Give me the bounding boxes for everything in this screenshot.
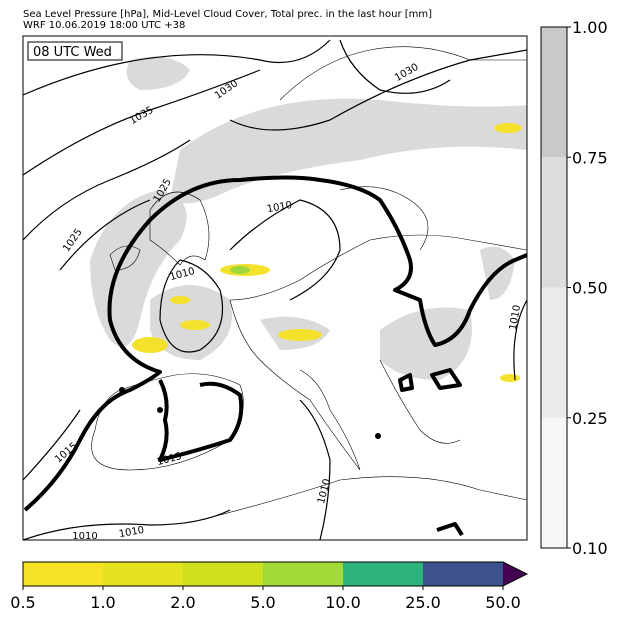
colorbar-tick-label: 0.10 bbox=[572, 539, 608, 558]
thick-isobar bbox=[23, 175, 527, 537]
precip-colorbar: 0.5 1.0 2.0 5.0 10.0 25.0 50.0 bbox=[10, 561, 529, 612]
colorbar-tick-label: 0.5 bbox=[10, 593, 35, 612]
colorbar-tick-label: 50.0 bbox=[485, 593, 521, 612]
islands bbox=[119, 387, 381, 439]
colorbar-segment bbox=[183, 562, 264, 586]
time-label: 08 UTC Wed bbox=[33, 45, 112, 60]
precipitation bbox=[132, 123, 522, 382]
isobars bbox=[23, 39, 527, 540]
colorbar-frame bbox=[22, 561, 529, 587]
isobar-label: 1010 bbox=[508, 304, 523, 331]
isobar-label: 1010 bbox=[118, 525, 145, 540]
colorbar-tick-label: 5.0 bbox=[250, 593, 275, 612]
colorbar-segment bbox=[23, 562, 104, 586]
colorbar-segment bbox=[541, 157, 567, 288]
isobar-label: 1010 bbox=[266, 200, 293, 215]
colorbar-segment bbox=[423, 562, 504, 586]
colorbar-segment bbox=[103, 562, 184, 586]
colorbar-tick-label: 0.50 bbox=[572, 279, 608, 298]
colorbar-segment bbox=[263, 562, 344, 586]
cloud-colorbar: 0.10 0.25 0.50 0.75 1.00 bbox=[540, 18, 608, 558]
subtitle: WRF 10.06.2019 18:00 UTC +38 bbox=[23, 20, 185, 31]
colorbar-segment bbox=[541, 287, 567, 418]
isobar-label: 1010 bbox=[72, 531, 97, 542]
colorbar-segment bbox=[541, 27, 567, 158]
colorbar-tick-label: 2.0 bbox=[170, 593, 195, 612]
colorbar-segment bbox=[541, 417, 567, 548]
colorbar-tick-label: 0.75 bbox=[572, 148, 608, 167]
colorbar-tick-label: 1.0 bbox=[90, 593, 115, 612]
colorbar-tick-label: 0.25 bbox=[572, 409, 608, 428]
colorbar-tick-label: 25.0 bbox=[405, 593, 441, 612]
colorbar-tick-label: 10.0 bbox=[325, 593, 361, 612]
colorbar-extend bbox=[503, 562, 527, 586]
colorbar-tick-label: 1.00 bbox=[572, 18, 608, 37]
title: Sea Level Pressure [hPa], Mid-Level Clou… bbox=[23, 9, 432, 20]
colorbar-segment bbox=[343, 562, 424, 586]
